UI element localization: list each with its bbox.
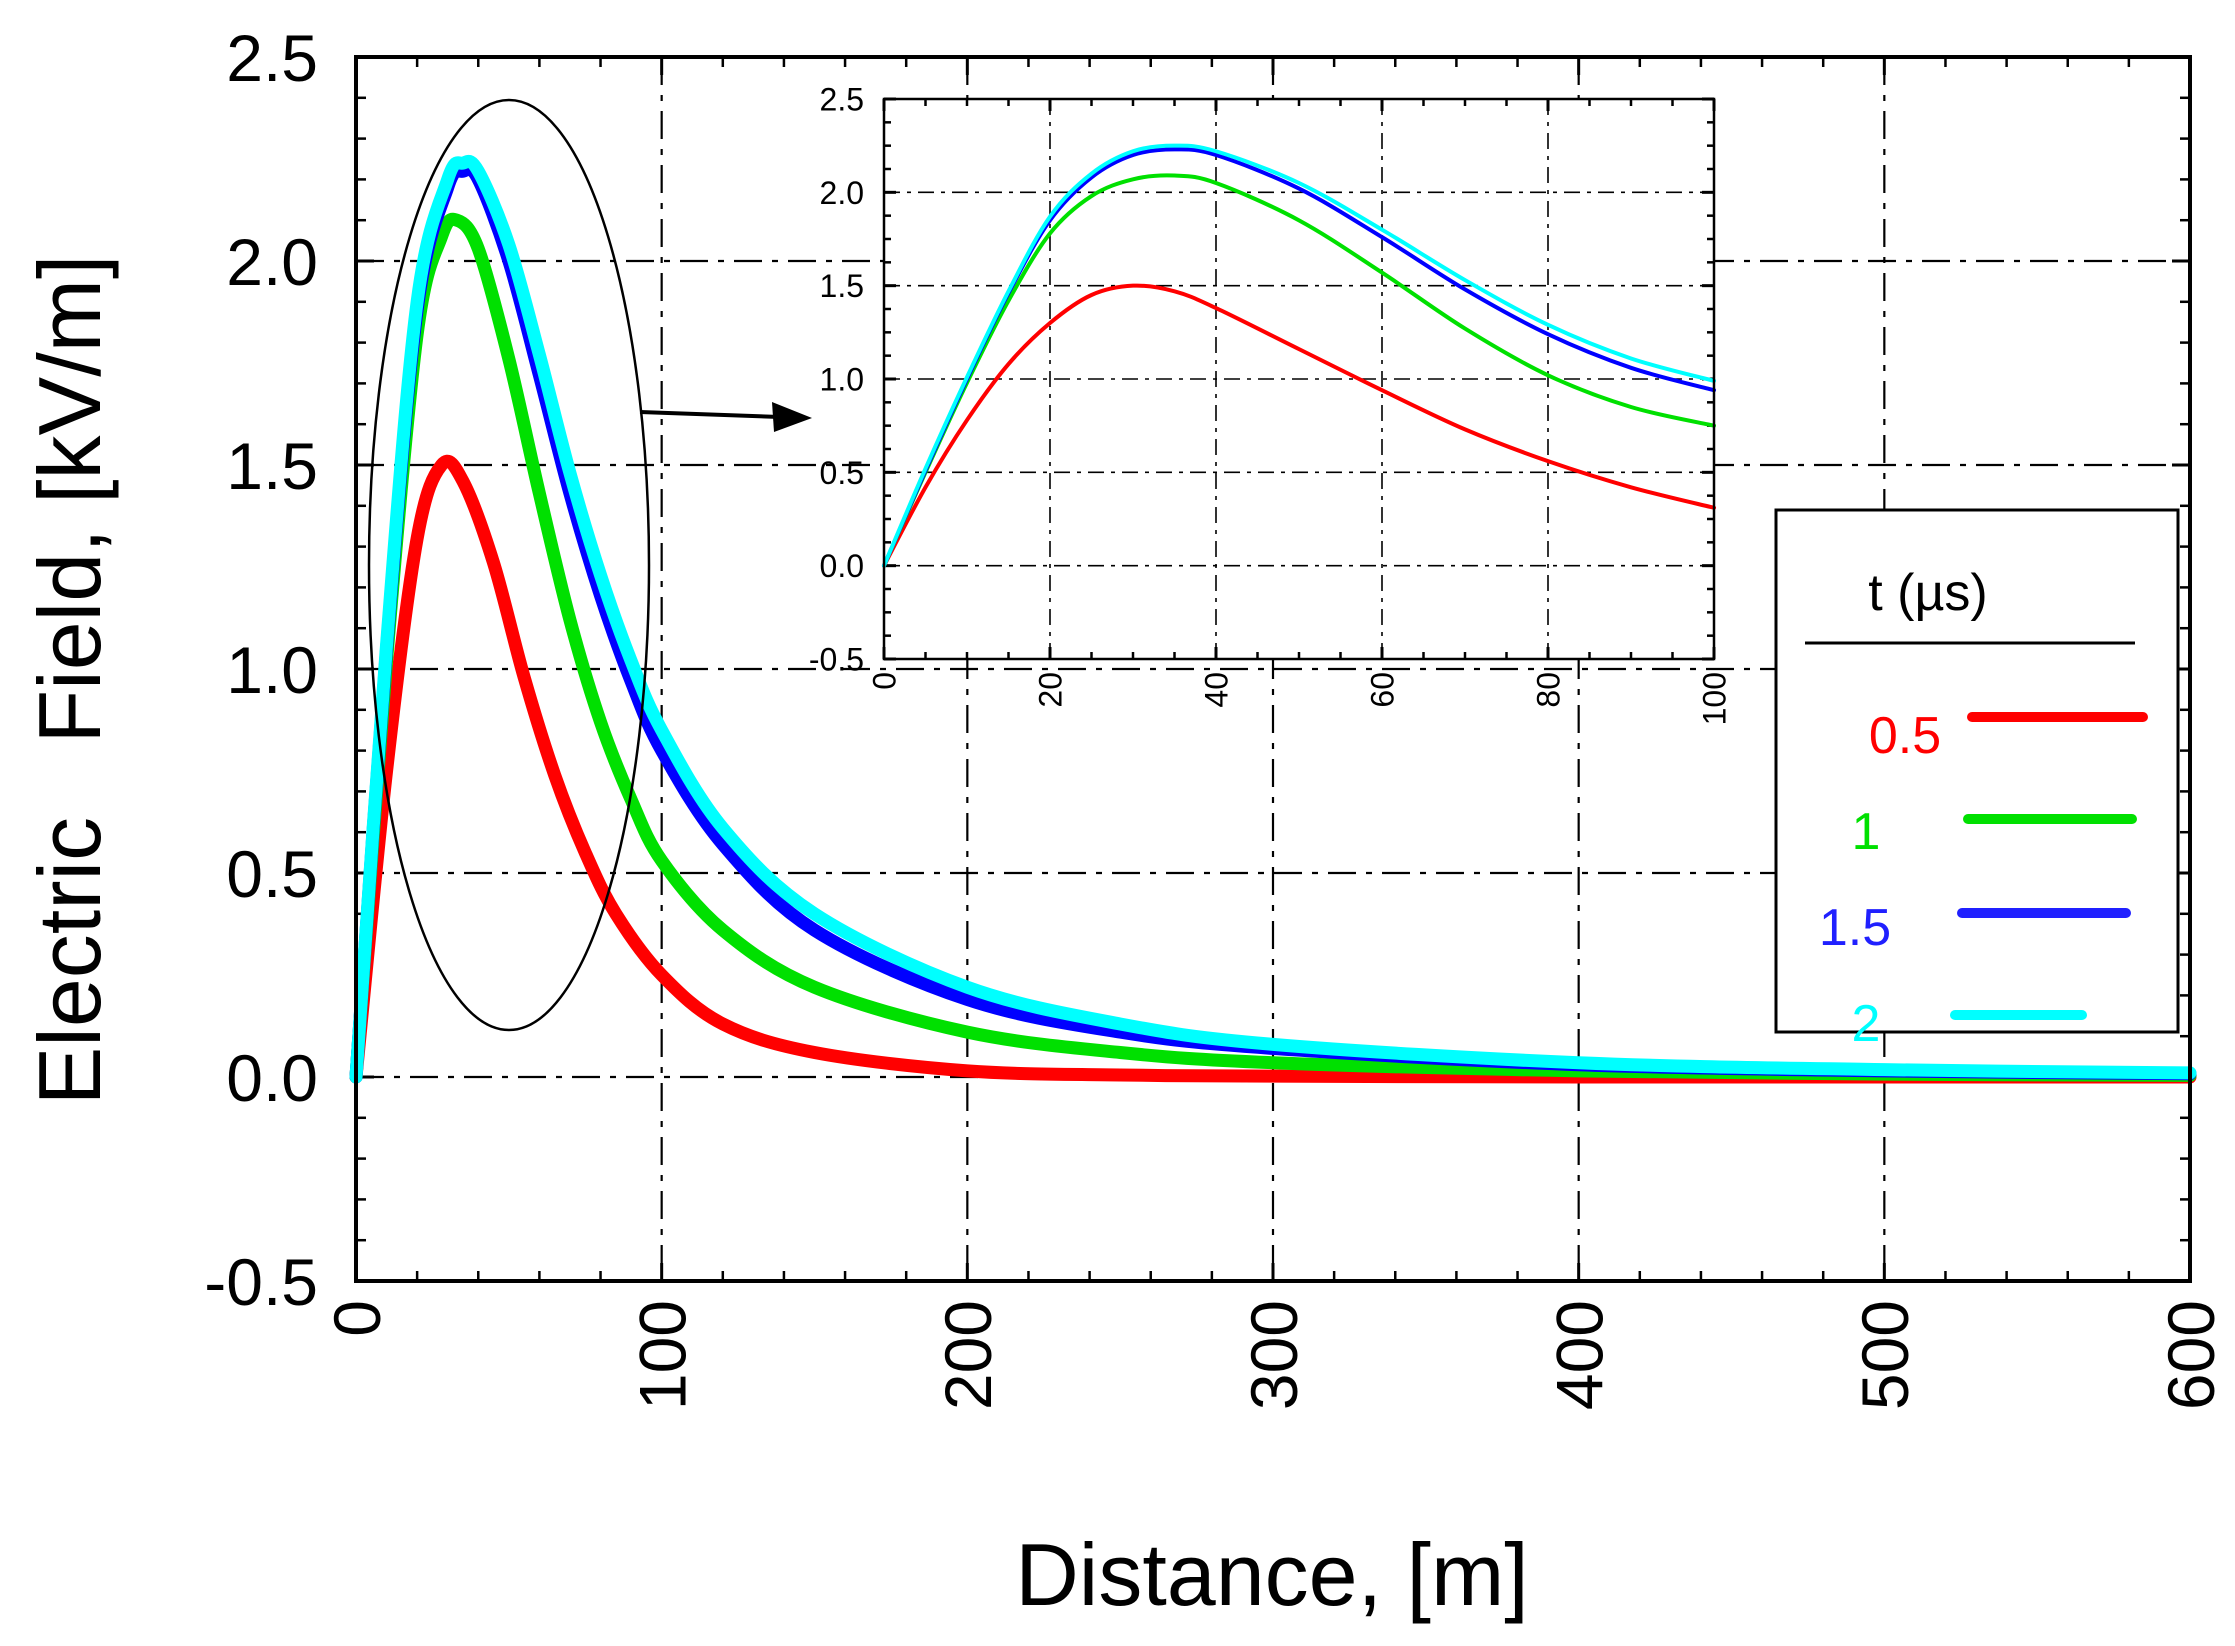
zoom-arrow bbox=[639, 410, 781, 419]
legend-entry-label: 1 bbox=[1852, 803, 1881, 861]
y-tick-label: 0.5 bbox=[226, 837, 318, 911]
x-tick-label: 0 bbox=[320, 1300, 394, 1337]
inset-plot-frame bbox=[882, 97, 1716, 661]
x-tick-label: 80 bbox=[1531, 672, 1567, 708]
x-tick-label: 100 bbox=[1697, 672, 1733, 725]
y-tick-label: 2.0 bbox=[226, 225, 318, 299]
inset-series bbox=[882, 143, 1716, 568]
zoom-region-ellipse bbox=[367, 98, 651, 1032]
y-tick-label: 1.5 bbox=[820, 268, 864, 304]
legend-entry-label: 0.5 bbox=[1869, 707, 1941, 765]
legend-entries: 0.5 1 1.5 2 bbox=[1819, 707, 2148, 1053]
main-tick-labels: -0.50.00.51.01.52.02.50 100 200 300 400 500 60… bbox=[204, 21, 2227, 1410]
legend-entry-label: 2 bbox=[1852, 995, 1881, 1053]
y-tick-label: -0.5 bbox=[204, 1245, 318, 1319]
x-tick-label: 400 bbox=[1542, 1300, 1616, 1410]
x-tick-label: 100 bbox=[625, 1300, 699, 1410]
legend-box bbox=[1774, 508, 2180, 1034]
y-tick-label: 1.5 bbox=[226, 429, 318, 503]
inset-series-line-2 bbox=[882, 143, 1716, 568]
inset-tick-labels: -0.5 0.0 0.5 1.0 1.5 2.0 2.5 0 20 40 60 80 100 bbox=[809, 82, 1733, 726]
x-tick-label: 60 bbox=[1365, 672, 1401, 708]
legend-title: t (µs) bbox=[1868, 564, 1988, 622]
y-tick-label: 1.0 bbox=[226, 633, 318, 707]
y-axis-title: Electric Field, [kV/m] bbox=[20, 255, 119, 1106]
legend: t (µs) 0.5 1 1.5 2 bbox=[1774, 508, 2180, 1053]
x-tick-label: 300 bbox=[1237, 1300, 1311, 1410]
inset-series-line-0_5 bbox=[882, 283, 1716, 568]
zoom-arrowhead bbox=[772, 402, 812, 432]
y-tick-label: 0.5 bbox=[820, 455, 864, 491]
x-tick-label: 600 bbox=[2154, 1300, 2228, 1410]
main-plot-frame bbox=[354, 55, 2192, 1283]
x-tick-label: 0 bbox=[867, 672, 903, 690]
y-tick-label: 2.5 bbox=[226, 21, 318, 95]
y-tick-label: 0.0 bbox=[820, 548, 864, 584]
main-series-line-2 bbox=[349, 154, 2197, 1084]
x-tick-label: 500 bbox=[1848, 1300, 1922, 1410]
y-tick-label: -0.5 bbox=[809, 642, 864, 678]
main-series-line-0_5 bbox=[349, 454, 2197, 1084]
y-tick-label: 1.0 bbox=[820, 362, 864, 398]
y-tick-label: 2.0 bbox=[820, 175, 864, 211]
x-axis-title: Distance, [m] bbox=[1015, 1525, 1528, 1624]
x-tick-label: 40 bbox=[1199, 672, 1235, 708]
y-tick-label: 2.5 bbox=[820, 82, 864, 118]
x-tick-label: 200 bbox=[931, 1300, 1005, 1410]
x-tick-label: 20 bbox=[1033, 672, 1069, 708]
y-tick-label: 0.0 bbox=[226, 1041, 318, 1115]
legend-entry-label: 1.5 bbox=[1819, 899, 1891, 957]
